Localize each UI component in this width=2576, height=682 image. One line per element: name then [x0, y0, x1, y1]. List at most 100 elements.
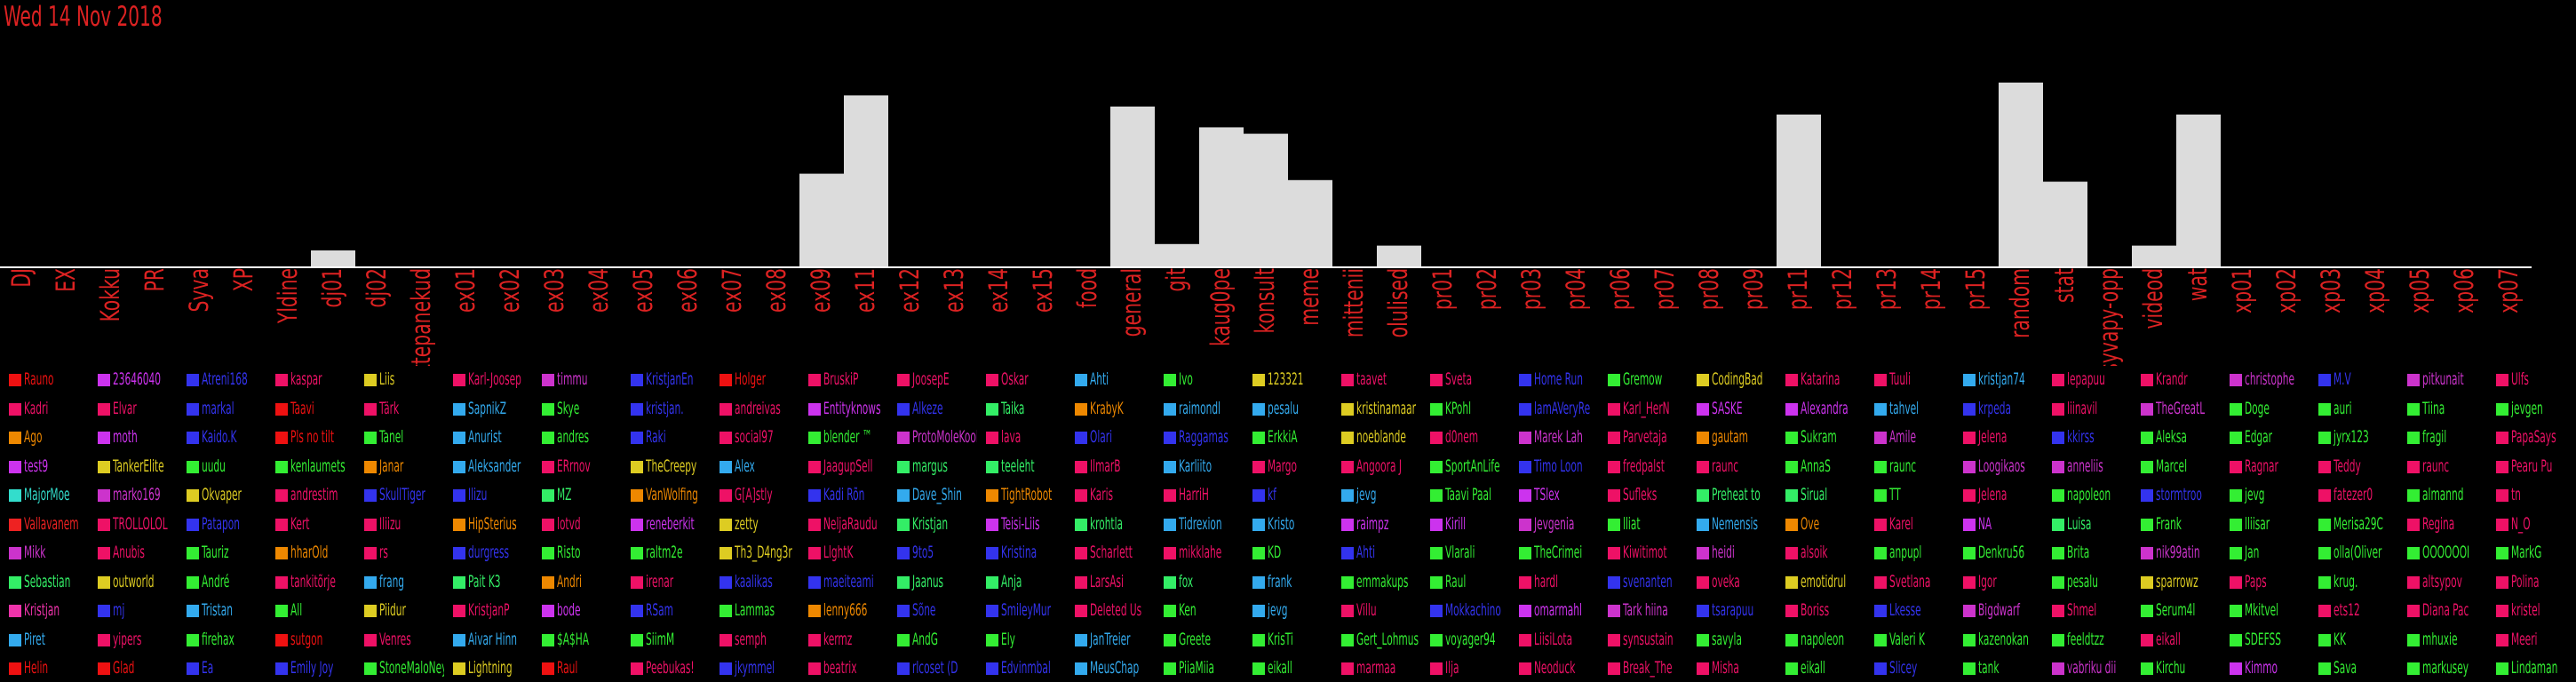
legend-swatch	[453, 662, 465, 675]
legend-label: jevg	[1356, 485, 1377, 504]
legend-item: Raul	[533, 658, 622, 678]
legend-label: Ragnar	[2245, 456, 2278, 476]
legend-label: liinavil	[2067, 398, 2098, 418]
legend-swatch	[1963, 605, 1976, 617]
legend-label: taavet	[1356, 369, 1387, 389]
legend-label: Taavi Paal	[1445, 485, 1491, 504]
legend-item: SportAnLife	[1421, 456, 1510, 477]
legend-swatch	[1519, 402, 1531, 416]
legend-swatch	[2318, 662, 2331, 675]
legend-item: bode	[533, 600, 622, 621]
legend-label: Ove	[1801, 513, 1820, 534]
x-tick-label: ex13	[940, 268, 969, 313]
legend-swatch	[453, 374, 465, 386]
legend-item: Diana Pac	[2398, 600, 2487, 621]
legend-label: fragil	[2422, 427, 2447, 447]
x-tick-label: xp06	[2450, 268, 2479, 313]
legend-item: raimondl	[1155, 399, 1244, 419]
legend-item: d0nem	[1421, 427, 1510, 448]
legend-label: Krandr	[2156, 369, 2188, 389]
legend-label: raunc	[1889, 456, 1917, 476]
legend-swatch	[2407, 605, 2420, 617]
legend-item: pesalu	[1244, 399, 1332, 419]
legend-item: Kimmo	[2221, 658, 2310, 678]
legend-swatch	[897, 489, 910, 502]
legend-item: KrabyK	[1066, 399, 1155, 419]
legend-swatch	[720, 374, 732, 386]
legend-label: MeusChap	[1090, 658, 1140, 678]
legend-item: N_O	[2487, 514, 2576, 535]
legend-item: Tanel	[355, 427, 444, 448]
legend-swatch	[1519, 489, 1531, 502]
legend-item: Boriss	[1777, 600, 1865, 621]
x-tick-label: dj02	[362, 268, 392, 307]
legend-item: tahvel	[1865, 399, 1954, 419]
legend-swatch	[98, 374, 110, 386]
legend-swatch	[1430, 547, 1443, 559]
bar-kaug0pe	[1199, 127, 1244, 266]
legend-label: SASKE	[1712, 398, 1743, 418]
legend-item: Kaido.K	[178, 427, 266, 448]
legend-label: teeleht	[1001, 456, 1035, 476]
legend-item: Lammas	[711, 600, 799, 621]
legend-item: feeldtzz	[2043, 630, 2132, 650]
legend-item: rs	[355, 543, 444, 563]
legend-swatch	[1608, 374, 1620, 386]
legend-item: Lkesse	[1865, 600, 1954, 621]
legend-label: Amile	[1889, 427, 1916, 447]
x-tick-label: pr14	[1917, 268, 1946, 310]
legend-item: savyla	[1688, 630, 1777, 650]
legend-swatch	[1075, 374, 1087, 386]
legend-item: Kadi Rõn	[799, 485, 888, 505]
legend-item: Preheat to	[1688, 485, 1777, 505]
legend-item: test9	[0, 456, 89, 477]
legend-item: Jelena	[1954, 485, 2043, 505]
legend-swatch	[1164, 489, 1176, 502]
legend-label: feeldtzz	[2067, 629, 2104, 649]
legend-label: Helin	[24, 658, 49, 678]
legend-item: Piidur	[355, 600, 444, 621]
legend-swatch	[2052, 489, 2064, 502]
legend-item: markusey	[2398, 658, 2487, 678]
legend-item: auri	[2310, 399, 2398, 419]
legend-item: jevg	[2221, 485, 2310, 505]
legend-swatch	[9, 547, 21, 559]
legend-label: d0nem	[1445, 427, 1479, 447]
legend-label: tsarapuu	[1712, 600, 1754, 620]
legend-swatch	[2141, 460, 2153, 473]
legend-label: Karl-Joosep	[468, 369, 521, 389]
legend-swatch	[2318, 402, 2331, 416]
legend-label: Serum4l	[2156, 600, 2196, 620]
legend-swatch	[364, 374, 377, 386]
legend-label: Gremow	[1623, 369, 1663, 389]
legend-item: kristinamaar	[1332, 399, 1421, 419]
legend-label: Kristjan	[24, 600, 60, 620]
legend-item: Karl_HerN	[1599, 399, 1688, 419]
legend-item: SapnikZ	[444, 399, 533, 419]
legend-swatch	[98, 633, 110, 646]
legend-swatch	[1075, 547, 1087, 559]
legend-item: Glad	[89, 658, 178, 678]
legend-swatch	[897, 402, 910, 416]
legend-swatch	[2230, 605, 2242, 617]
legend-swatch	[720, 547, 732, 559]
legend-item: fatezer0	[2310, 485, 2398, 505]
legend-swatch	[98, 460, 110, 473]
legend-label: savyla	[1712, 629, 1743, 649]
legend-label: Jevgenia	[1534, 513, 1575, 534]
legend-label: bode	[557, 600, 581, 620]
x-tick-label: stat	[2050, 268, 2079, 303]
legend-label: Jan	[2245, 543, 2260, 562]
legend-swatch	[364, 460, 377, 473]
legend-label: Doge	[2245, 398, 2270, 418]
legend-item: Shmel	[2043, 600, 2132, 621]
legend: Rauno Kadri Ago test9 MajorMoe Vallavanem Mikk…	[0, 366, 2576, 682]
legend-item: PapaSays	[2487, 427, 2576, 448]
legend-label: Ilja	[1445, 658, 1459, 678]
legend-swatch	[1785, 432, 1798, 444]
legend-item: ets12	[2310, 600, 2398, 621]
x-tick-label: mittenii	[1340, 268, 1369, 337]
bar-videod	[2132, 245, 2176, 266]
legend-item: tn	[2487, 485, 2576, 505]
legend-item: Tark hiina	[1599, 600, 1688, 621]
